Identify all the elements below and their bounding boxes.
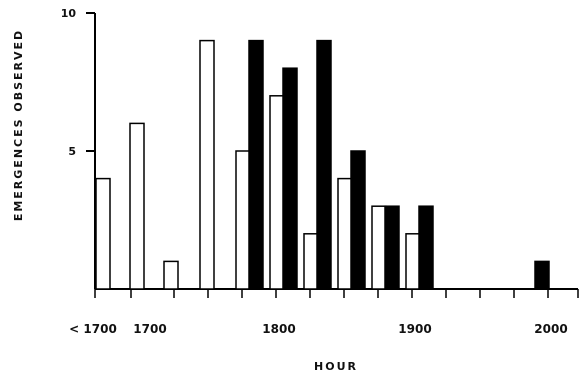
bar-black-1800	[316, 39, 332, 290]
x-tick-label: < 1700	[69, 322, 117, 336]
bar-white-1860	[405, 233, 421, 290]
y-axis-label: EMERGENCES OBSERVED	[12, 29, 25, 221]
bar-white-1800	[303, 233, 319, 290]
x-ticks: < 1700 1700 1800 1900 2000	[69, 289, 579, 336]
plot-area: 5 10 < 1700 1700 1800 1900 2000	[61, 7, 579, 336]
y-tick-label: 10	[61, 7, 77, 20]
y-ticks: 5 10	[61, 7, 95, 158]
bars	[95, 39, 550, 290]
bar-white-before-1700	[95, 177, 111, 290]
bar-white-1820	[337, 177, 353, 290]
x-tick-label: 1800	[262, 322, 295, 336]
x-axis-label: HOUR	[314, 360, 358, 373]
bar-white-1760	[235, 150, 251, 290]
bar-white-1780	[269, 95, 285, 290]
bar-white-1840	[371, 205, 387, 290]
bar-black-1780	[282, 67, 298, 290]
x-tick-label: 2000	[534, 322, 567, 336]
bar-white-1720	[163, 260, 179, 290]
bar-black-1860	[418, 205, 434, 290]
bar-black-1920	[534, 260, 550, 290]
bar-black-1760	[248, 39, 264, 290]
bar-white-1700	[129, 122, 145, 290]
bar-black-1820	[350, 150, 366, 290]
bar-white-1740	[199, 39, 215, 290]
y-tick-label: 5	[68, 145, 76, 158]
bar-black-1840	[384, 205, 400, 290]
x-tick-label: 1700	[133, 322, 166, 336]
x-tick-label: 1900	[398, 322, 431, 336]
